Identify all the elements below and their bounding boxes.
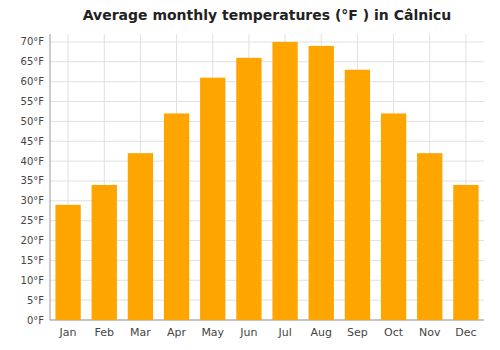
y-axis-line xyxy=(50,34,51,320)
bar xyxy=(200,78,225,320)
bar xyxy=(345,70,370,320)
y-tick-label: 20°F xyxy=(21,235,45,246)
y-grid-line xyxy=(50,61,484,62)
bar xyxy=(309,46,334,320)
y-grid-line xyxy=(50,81,484,82)
y-tick-label: 0°F xyxy=(27,315,44,326)
grid xyxy=(50,34,484,320)
axes: 0°F 5°F 10°F 15°F 20°F 25°F 30°F 35°F 40°F 45°F 50… xyxy=(21,34,484,339)
x-tick-label: Sep xyxy=(347,326,368,339)
y-tick-label: 70°F xyxy=(21,36,45,47)
y-tick-label: 10°F xyxy=(21,275,45,286)
x-tick-label: Jun xyxy=(239,326,257,339)
y-tick-label: 35°F xyxy=(21,175,45,186)
x-tick-label: Apr xyxy=(167,326,187,339)
y-grid-line xyxy=(50,141,484,142)
bar xyxy=(128,153,153,320)
bar xyxy=(381,113,406,320)
bar xyxy=(92,185,117,320)
y-tick-label: 65°F xyxy=(21,56,45,67)
x-tick-label: Oct xyxy=(384,326,404,339)
bar xyxy=(453,185,478,320)
y-tick-label: 50°F xyxy=(21,116,45,127)
y-tick-label: 5°F xyxy=(27,295,44,306)
x-tick-label: Jul xyxy=(277,326,291,339)
x-tick-label: Feb xyxy=(95,326,114,339)
y-tick-label: 55°F xyxy=(21,96,45,107)
bars xyxy=(55,42,478,320)
bar xyxy=(417,153,442,320)
y-tick-label: 25°F xyxy=(21,215,45,226)
y-tick-label: 45°F xyxy=(21,136,45,147)
x-tick-label: Aug xyxy=(311,326,332,339)
x-tick-label: Nov xyxy=(419,326,441,339)
chart: Average monthly temperatures (°F ) in Câ… xyxy=(0,0,500,350)
x-tick-label: Dec xyxy=(455,326,476,339)
x-tick-label: Jan xyxy=(59,326,77,339)
x-tick-label: May xyxy=(201,326,224,339)
bar xyxy=(236,58,261,320)
x-tick-label: Mar xyxy=(130,326,151,339)
y-grid-line xyxy=(50,41,484,42)
bar xyxy=(55,205,80,320)
y-tick-label: 15°F xyxy=(21,255,45,266)
title: Average monthly temperatures (°F ) in Câ… xyxy=(83,7,452,23)
y-grid-line xyxy=(50,101,484,102)
y-grid-line xyxy=(50,121,484,122)
y-tick-label: 40°F xyxy=(21,156,45,167)
y-tick-label: 60°F xyxy=(21,76,45,87)
bar xyxy=(272,42,297,320)
y-tick-label: 30°F xyxy=(21,195,45,206)
bar xyxy=(164,113,189,320)
